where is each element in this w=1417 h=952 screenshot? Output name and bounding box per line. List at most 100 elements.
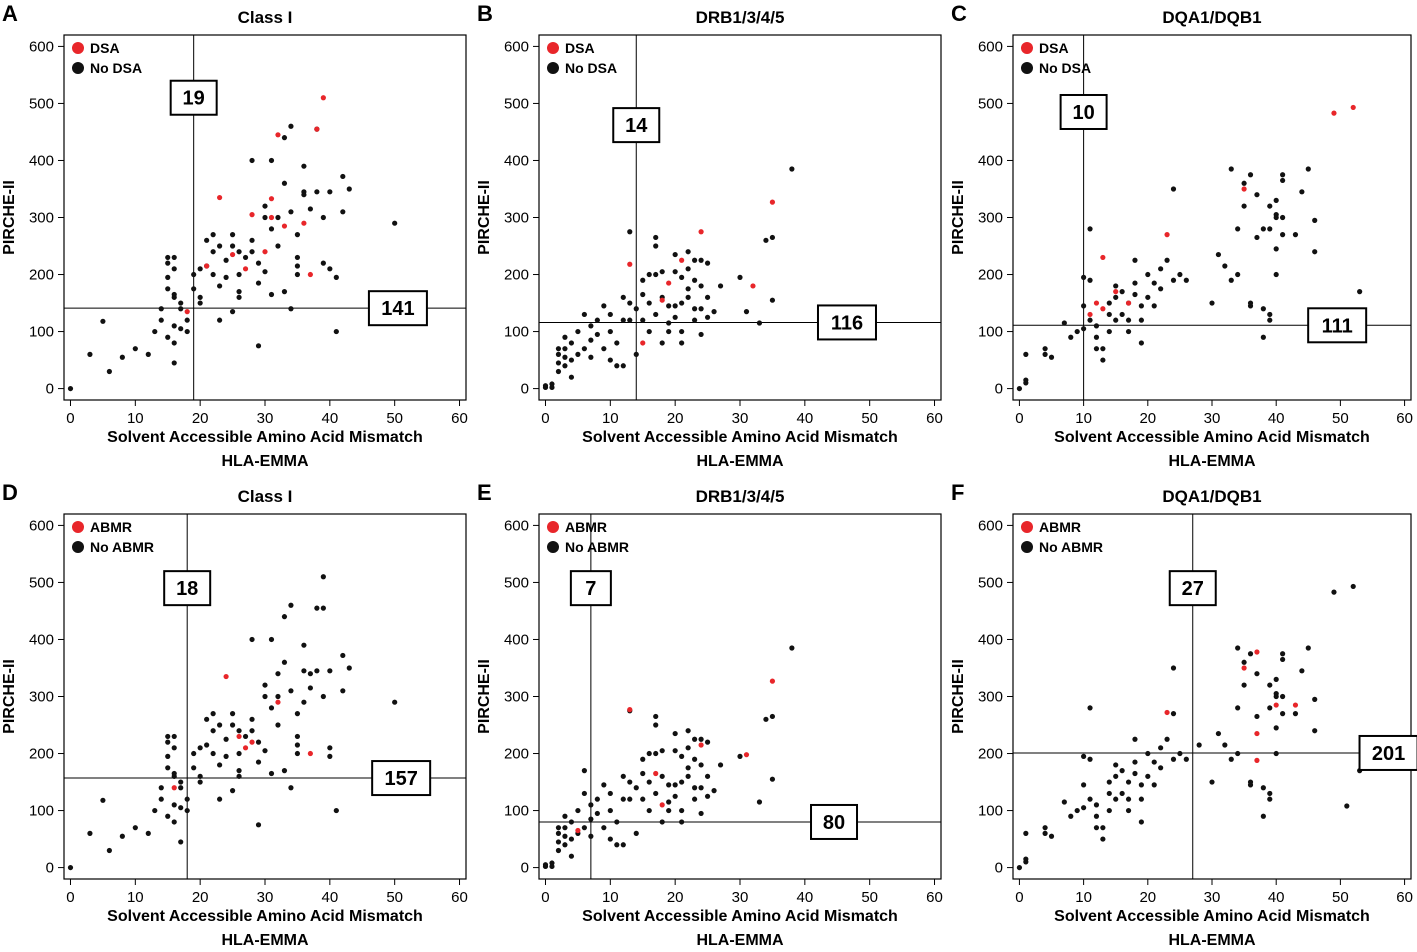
vline-label-box (1168, 570, 1217, 607)
panel-title: DQA1/DQB1 (1162, 487, 1261, 506)
hline-label: 141 (381, 298, 414, 320)
data-point-black (607, 790, 613, 797)
data-point-black (620, 796, 626, 802)
data-point-black (698, 283, 704, 289)
data-point-black (165, 274, 171, 280)
data-point-red (204, 263, 210, 269)
data-point-black (1273, 197, 1279, 203)
y-tick-label: 200 (978, 746, 1003, 763)
x-tick-label: 20 (1139, 889, 1156, 906)
plot-frame (1012, 513, 1412, 880)
data-point-black (685, 294, 691, 300)
data-point-black (1093, 825, 1100, 831)
y-tick-label: 0 (995, 381, 1003, 398)
data-point-black (229, 232, 236, 238)
data-point-black (1087, 796, 1093, 802)
data-point-black (281, 614, 288, 620)
x-tick-label: 30 (257, 410, 274, 427)
data-point-black (242, 733, 249, 740)
data-point-red (1241, 186, 1247, 192)
x-tick-label: 50 (1332, 410, 1349, 427)
panel-d: D Class I0 10 20 30 40 50 600100200300400500600… (1, 480, 468, 949)
data-point-black (698, 762, 704, 768)
data-point-black (672, 314, 678, 320)
vline-label: 10 (1072, 102, 1094, 124)
data-point-black (769, 297, 776, 303)
data-point-black (268, 226, 275, 232)
data-point-black (1273, 693, 1279, 700)
data-point-black (288, 688, 294, 694)
data-point-black (236, 750, 242, 757)
x-axis-label: Solvent Accessible Amino Acid Mismatch (582, 429, 898, 446)
data-point-black (614, 363, 620, 369)
data-point-black (255, 343, 262, 349)
data-point-black (549, 384, 555, 391)
data-point-red (268, 214, 275, 221)
legend-marker-black (547, 62, 559, 74)
legend-marker-black (547, 541, 559, 553)
data-point-black (685, 728, 691, 734)
data-point-black (191, 286, 197, 292)
data-point-black (346, 186, 352, 192)
data-point-black (679, 328, 685, 335)
panel-title: DQA1/DQB1 (1162, 8, 1261, 27)
data-point-black (1087, 756, 1093, 762)
data-point-black (692, 756, 698, 762)
data-point-black (1267, 226, 1273, 232)
panel-a: A Class I0 10 20 30 40 50 600100200300400500600… (1, 1, 468, 470)
data-point-black (268, 770, 275, 777)
y-tick-label: 600 (504, 517, 529, 534)
data-point-black (1260, 306, 1266, 312)
data-point-black (165, 260, 171, 266)
data-point-black (555, 351, 562, 357)
vline-label: 18 (176, 578, 198, 600)
data-point-black (1260, 226, 1266, 232)
y-tick-label: 200 (504, 746, 529, 763)
y-tick-label: 200 (29, 746, 54, 763)
data-point-black (158, 796, 164, 802)
data-point-black (1273, 271, 1279, 278)
data-point-black (627, 317, 633, 323)
data-point-black (217, 722, 223, 728)
data-point-black (255, 260, 262, 266)
data-point-black (307, 671, 313, 677)
data-point-red (698, 229, 704, 235)
data-point-black (692, 736, 698, 742)
data-point-black (171, 745, 177, 751)
data-point-black (627, 300, 633, 306)
data-point-black (1106, 790, 1112, 797)
data-point-black (1119, 311, 1125, 318)
data-point-black (1100, 357, 1106, 363)
data-point-black (314, 189, 320, 195)
data-point-black (204, 716, 210, 722)
data-point-black (1215, 730, 1222, 737)
data-point-black (1280, 711, 1286, 717)
data-point-black (653, 234, 659, 241)
data-point-black (1023, 377, 1029, 383)
x-tick-label: 60 (1396, 889, 1413, 906)
data-point-black (581, 346, 587, 352)
data-point-black (1042, 830, 1048, 836)
data-point-black (1267, 705, 1273, 711)
data-point-black (268, 291, 275, 298)
data-point-red (627, 707, 633, 713)
data-point-black (1235, 271, 1241, 278)
y-tick-label: 0 (46, 381, 54, 398)
y-tick-label: 100 (978, 803, 1003, 820)
data-point-black (301, 163, 307, 169)
data-point-black (67, 864, 74, 871)
data-point-black (145, 351, 151, 357)
data-point-black (184, 317, 190, 323)
data-point-black (1235, 705, 1241, 711)
data-point-black (789, 166, 795, 172)
data-point-black (268, 636, 275, 643)
data-point-black (685, 745, 691, 751)
data-point-black (1061, 799, 1067, 805)
data-point-black (327, 266, 333, 272)
data-point-black (698, 736, 704, 742)
data-point-black (171, 819, 177, 825)
data-point-black (575, 351, 581, 357)
data-point-black (1280, 651, 1286, 657)
data-point-red (1273, 702, 1279, 708)
data-point-black (197, 266, 203, 272)
